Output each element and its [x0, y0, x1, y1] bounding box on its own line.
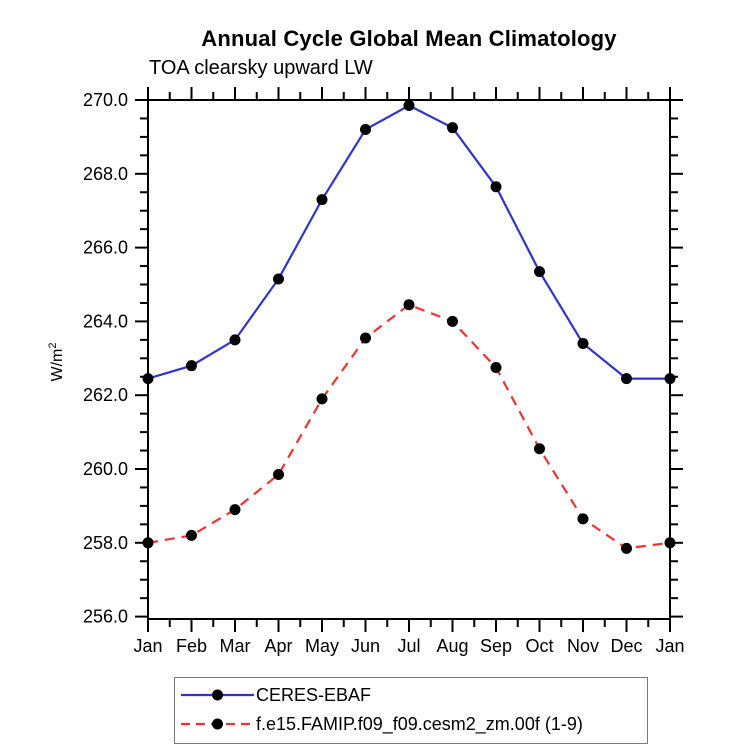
legend-item: f.e15.FAMIP.f09_f09.cesm2_zm.00f (1-9) — [180, 712, 583, 736]
data-point-marker — [490, 362, 502, 374]
data-point-marker — [534, 443, 545, 455]
y-tick-label: 260.0 — [83, 459, 128, 479]
x-tick-label: Jan — [655, 636, 684, 656]
series-line-obs — [147, 104, 670, 380]
data-point-marker — [360, 124, 371, 136]
series-line-model — [147, 303, 671, 550]
data-point-marker — [142, 537, 154, 549]
data-point-marker — [403, 299, 415, 311]
x-tick-label: Dec — [610, 636, 642, 656]
data-point-marker — [360, 332, 371, 344]
y-tick-label: 266.0 — [83, 238, 128, 258]
legend-box: CERES-EBAF f.e15.FAMIP.f09_f09.cesm2_zm.0… — [174, 677, 648, 744]
data-point-marker — [142, 373, 154, 385]
x-tick-label: Jul — [397, 636, 420, 656]
chart-subtitle: TOA clearsky upward LW — [149, 57, 373, 79]
x-tick-label: Apr — [264, 636, 292, 656]
x-tick-label: Jan — [133, 636, 162, 656]
data-point-marker — [664, 537, 676, 549]
data-point-marker — [447, 122, 458, 134]
data-point-marker — [186, 360, 197, 372]
legend-line-sample — [181, 718, 254, 730]
legend-label: CERES-EBAF — [256, 684, 372, 705]
x-tick-label: Nov — [567, 636, 599, 656]
legend-line-sample — [181, 689, 254, 701]
data-point-marker — [403, 100, 415, 112]
data-point-marker — [534, 266, 545, 278]
y-tick-label: 268.0 — [83, 164, 128, 184]
y-tick-label: 262.0 — [83, 385, 128, 405]
data-point-marker — [621, 373, 632, 385]
chart-title: Annual Cycle Global Mean Climatology — [201, 26, 617, 51]
y-tick-label: 258.0 — [83, 533, 128, 553]
plot-box — [147, 99, 671, 620]
y-tick-label: 264.0 — [83, 311, 128, 331]
data-point-marker — [186, 529, 197, 541]
data-point-marker — [577, 513, 589, 525]
y-tick-label: 270.0 — [83, 90, 128, 110]
data-point-marker — [273, 273, 284, 285]
data-point-marker — [577, 338, 589, 350]
data-point-marker — [664, 373, 676, 385]
data-point-marker — [229, 334, 241, 346]
data-point-marker — [273, 469, 284, 481]
data-point-marker — [229, 504, 241, 516]
data-point-marker — [490, 181, 502, 193]
data-point-marker — [316, 194, 328, 206]
x-tick-label: Oct — [525, 636, 553, 656]
legend-item: CERES-EBAF — [180, 683, 371, 707]
y-axis-label: W/m2 — [47, 343, 66, 382]
x-tick-label: Aug — [436, 636, 468, 656]
x-tick-label: May — [305, 636, 339, 656]
x-tick-label: Jun — [351, 636, 380, 656]
data-point-marker — [316, 393, 328, 405]
x-tick-label: Sep — [480, 636, 512, 656]
y-tick-label: 256.0 — [83, 607, 128, 627]
data-point-marker — [621, 542, 632, 554]
data-point-marker — [447, 315, 458, 327]
x-tick-label: Mar — [220, 636, 251, 656]
legend-label: f.e15.FAMIP.f09_f09.cesm2_zm.00f (1-9) — [256, 713, 583, 734]
x-tick-label: Feb — [176, 636, 207, 656]
